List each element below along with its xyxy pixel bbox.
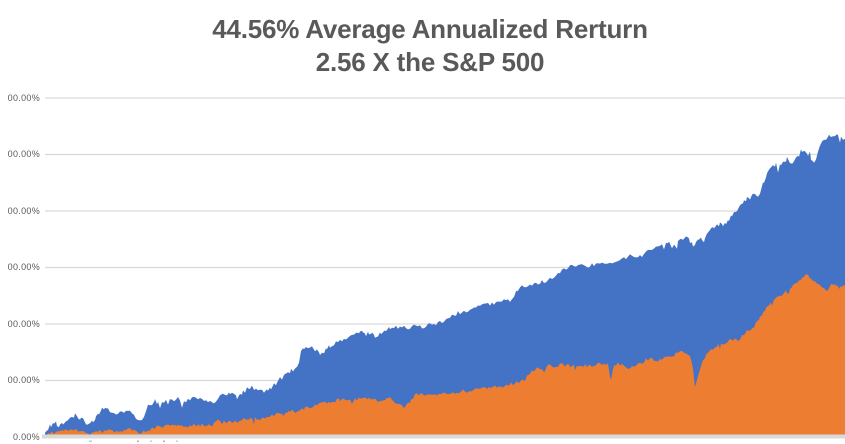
x-axis-label-artifact — [163, 440, 165, 442]
x-axis-label-artifact — [89, 440, 92, 442]
x-axis-label-artifact — [150, 440, 152, 442]
chart-title-line1: 44.56% Average Annualized Rerturn — [212, 14, 648, 44]
x-axis-label-artifact — [137, 440, 139, 442]
chart-title: 44.56% Average Annualized Rerturn 2.56 X… — [0, 13, 845, 79]
y-axis-tick-label: 00.00% — [7, 149, 40, 159]
x-axis-line — [42, 434, 845, 439]
y-axis-tick-label: 00.00% — [7, 262, 40, 272]
area-series-orange — [45, 274, 845, 437]
y-axis-tick-label: 00.00% — [7, 92, 40, 103]
x-axis-label-artifact — [176, 440, 178, 442]
y-axis-tick-label: 00.00% — [7, 318, 40, 329]
y-axis-tick-label: 0.00% — [12, 431, 40, 442]
y-axis-tick-label: 00.00% — [7, 375, 40, 385]
y-axis-tick-label: 00.00% — [7, 205, 40, 216]
chart-title-line2: 2.56 X the S&P 500 — [315, 47, 545, 77]
